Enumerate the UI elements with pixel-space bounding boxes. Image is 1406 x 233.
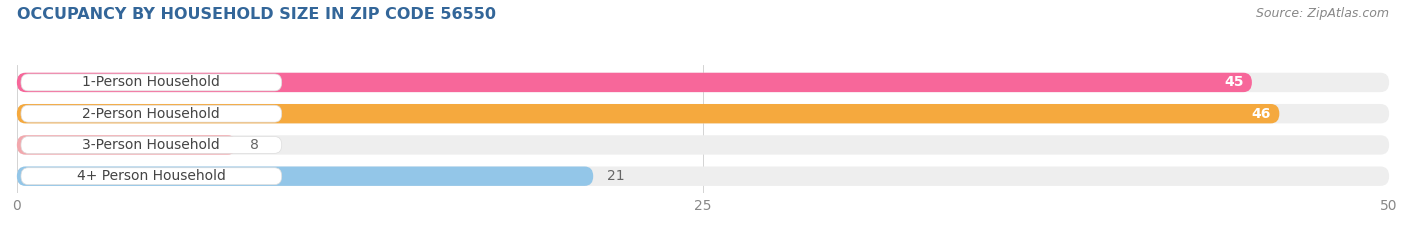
Text: 21: 21 bbox=[607, 169, 624, 183]
FancyBboxPatch shape bbox=[17, 135, 1389, 155]
FancyBboxPatch shape bbox=[17, 135, 236, 155]
Text: 2-Person Household: 2-Person Household bbox=[83, 107, 221, 121]
FancyBboxPatch shape bbox=[21, 74, 281, 91]
Text: 4+ Person Household: 4+ Person Household bbox=[77, 169, 226, 183]
Text: Source: ZipAtlas.com: Source: ZipAtlas.com bbox=[1256, 7, 1389, 20]
FancyBboxPatch shape bbox=[17, 73, 1389, 92]
Text: OCCUPANCY BY HOUSEHOLD SIZE IN ZIP CODE 56550: OCCUPANCY BY HOUSEHOLD SIZE IN ZIP CODE … bbox=[17, 7, 496, 22]
Text: 46: 46 bbox=[1251, 107, 1271, 121]
FancyBboxPatch shape bbox=[17, 104, 1279, 123]
Text: 1-Person Household: 1-Person Household bbox=[83, 75, 221, 89]
FancyBboxPatch shape bbox=[17, 73, 1251, 92]
FancyBboxPatch shape bbox=[17, 104, 1389, 123]
FancyBboxPatch shape bbox=[21, 168, 281, 185]
Text: 45: 45 bbox=[1225, 75, 1244, 89]
Text: 3-Person Household: 3-Person Household bbox=[83, 138, 221, 152]
FancyBboxPatch shape bbox=[21, 105, 281, 122]
FancyBboxPatch shape bbox=[21, 137, 281, 153]
Text: 8: 8 bbox=[250, 138, 259, 152]
FancyBboxPatch shape bbox=[17, 167, 1389, 186]
FancyBboxPatch shape bbox=[17, 167, 593, 186]
